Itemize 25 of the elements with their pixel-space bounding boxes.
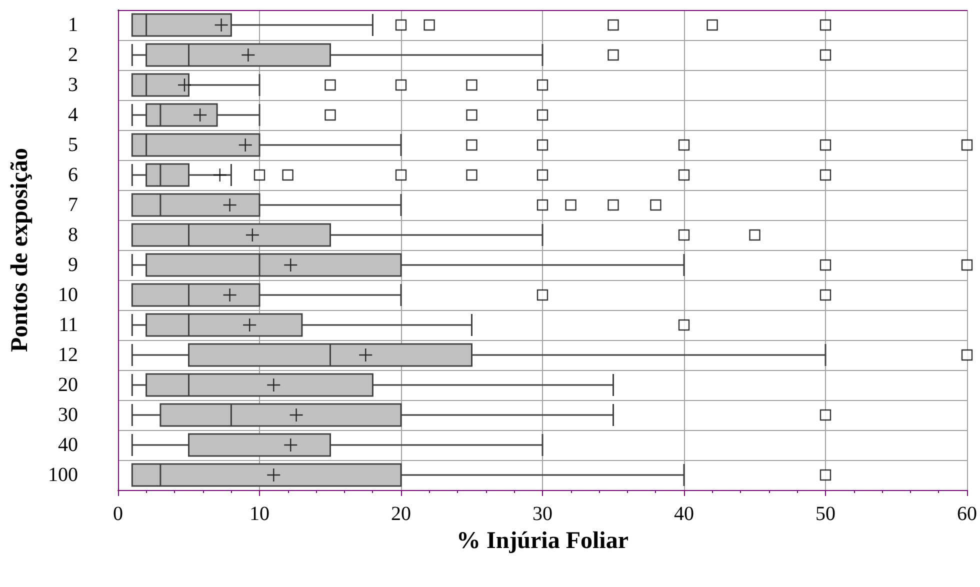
- y-tick-label: 6: [68, 164, 78, 186]
- y-tick-label: 11: [58, 314, 78, 336]
- y-tick-label: 8: [68, 224, 78, 246]
- x-axis-title: % Injúria Foliar: [456, 528, 629, 554]
- x-tick-label: 10: [250, 503, 270, 525]
- y-axis-title: Pontos de exposição: [7, 148, 33, 352]
- x-tick-label: 0: [113, 503, 123, 525]
- y-tick-label: 10: [58, 284, 78, 306]
- y-tick-label: 100: [48, 464, 78, 486]
- y-tick-label: 30: [58, 404, 78, 426]
- y-tick-label: 9: [68, 254, 78, 276]
- x-tick-label: 60: [957, 503, 977, 525]
- x-tick-label: 20: [391, 503, 411, 525]
- x-tick-label: 40: [674, 503, 694, 525]
- y-tick-label: 1: [68, 14, 78, 36]
- y-tick-label: 3: [68, 74, 78, 96]
- y-tick-label: 40: [58, 434, 78, 456]
- y-tick-label: 7: [68, 194, 78, 216]
- y-tick-label: 12: [58, 344, 78, 366]
- x-tick-label: 30: [532, 503, 552, 525]
- y-tick-label: 4: [68, 104, 78, 126]
- y-tick-label: 2: [68, 44, 78, 66]
- x-tick-label: 50: [816, 503, 836, 525]
- y-tick-label: 5: [68, 134, 78, 156]
- y-tick-label: 20: [58, 374, 78, 396]
